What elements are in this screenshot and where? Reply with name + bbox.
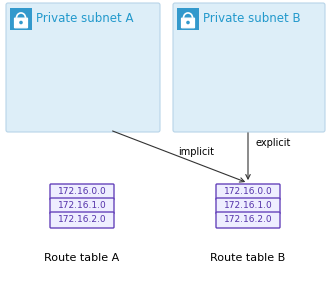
FancyBboxPatch shape xyxy=(50,198,114,214)
Text: Route table B: Route table B xyxy=(211,253,286,263)
Text: implicit: implicit xyxy=(178,147,214,157)
FancyBboxPatch shape xyxy=(173,3,325,132)
Text: 172.16.2.0: 172.16.2.0 xyxy=(58,216,106,225)
FancyBboxPatch shape xyxy=(10,8,32,30)
FancyBboxPatch shape xyxy=(6,3,160,132)
Text: explicit: explicit xyxy=(255,138,290,148)
FancyBboxPatch shape xyxy=(216,198,280,214)
Text: Private subnet A: Private subnet A xyxy=(36,12,133,25)
FancyBboxPatch shape xyxy=(181,18,195,28)
FancyBboxPatch shape xyxy=(216,184,280,200)
FancyBboxPatch shape xyxy=(216,212,280,228)
Text: 172.16.1.0: 172.16.1.0 xyxy=(58,201,106,210)
Text: 172.16.0.0: 172.16.0.0 xyxy=(58,188,106,197)
FancyBboxPatch shape xyxy=(50,212,114,228)
Text: Route table A: Route table A xyxy=(44,253,119,263)
Text: Private subnet B: Private subnet B xyxy=(203,12,301,25)
Circle shape xyxy=(20,21,22,24)
Text: 172.16.1.0: 172.16.1.0 xyxy=(224,201,272,210)
FancyBboxPatch shape xyxy=(15,18,27,28)
FancyBboxPatch shape xyxy=(177,8,199,30)
Text: 172.16.2.0: 172.16.2.0 xyxy=(224,216,272,225)
Circle shape xyxy=(187,21,189,24)
FancyBboxPatch shape xyxy=(50,184,114,200)
Text: 172.16.0.0: 172.16.0.0 xyxy=(224,188,272,197)
